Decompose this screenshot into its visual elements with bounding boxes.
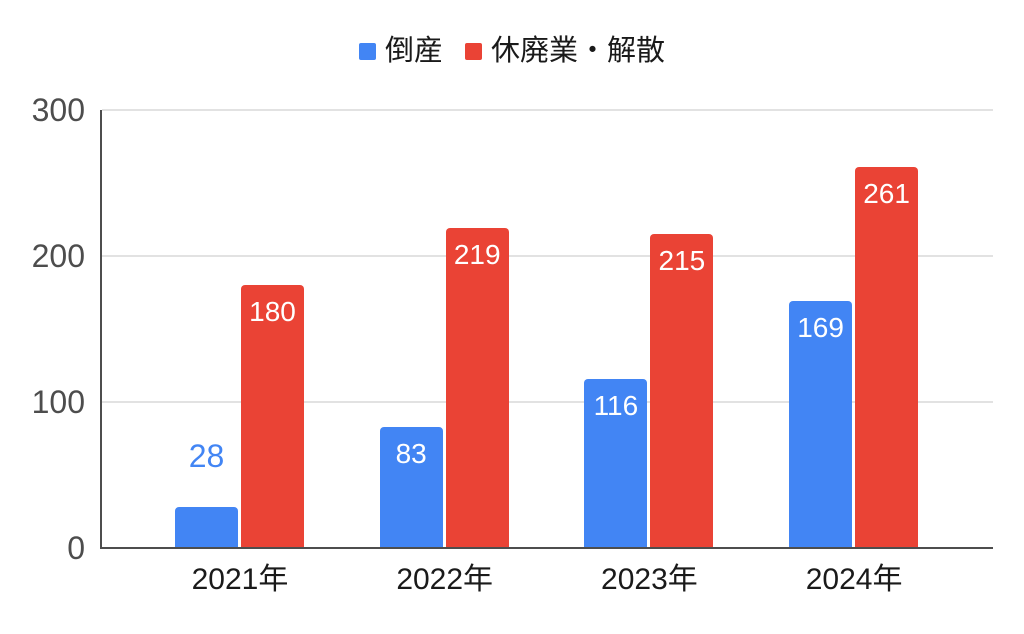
value-label-inside: 261 (863, 177, 910, 209)
gridline-200 (102, 255, 993, 257)
legend-label-tousan: 倒産 (384, 35, 443, 67)
value-label-inside: 116 (593, 389, 639, 421)
bar-series-1-group-2: 83 (379, 426, 443, 548)
value-label-outside: 28 (188, 438, 225, 475)
bar-series-2-group-1: 180 (241, 285, 304, 548)
value-label-inside: 219 (453, 239, 501, 271)
plot-area: 28 180 83 219 116 215 169 261 (100, 109, 993, 549)
gridline-100 (102, 401, 993, 403)
value-label-inside: 215 (658, 245, 706, 277)
bar-group-1: 28 180 (175, 110, 305, 548)
bar-group-3: 116 215 (584, 110, 714, 548)
bar-series-2-group-3: 215 (650, 234, 714, 548)
bar-series-2-group-2: 219 (445, 228, 509, 548)
legend-item-kyuhaigyo-kaisan: 休廃業・解散 (465, 30, 665, 72)
bar-group-4: 169 261 (789, 110, 919, 548)
x-axis-labels: 2021年 2022年 2023年 2024年 (102, 560, 993, 604)
legend-item-tousan: 倒産 (358, 30, 443, 72)
legend-label-kyuhaigyo-kaisan: 休廃業・解散 (491, 35, 666, 67)
x-axis-line (100, 547, 993, 549)
gridline-300 (102, 109, 993, 111)
y-tick-label-100: 100 (31, 384, 85, 420)
y-tick-label-300: 300 (31, 92, 85, 128)
y-axis-labels: 0 100 200 300 (0, 92, 85, 566)
value-label-inside: 169 (797, 312, 844, 344)
bar-series-1-group-1 (175, 507, 238, 548)
bar-series-2-group-4: 261 (855, 166, 919, 548)
y-axis-line (100, 110, 102, 548)
bar-group-2: 83 219 (379, 110, 510, 548)
y-tick-label-200: 200 (31, 238, 85, 274)
y-tick-label-0: 0 (67, 530, 85, 566)
x-tick-label-3: 2023年 (601, 563, 698, 596)
legend-swatch-blue-icon (358, 42, 376, 60)
bar-series-1-group-3: 116 (584, 378, 648, 548)
bar-series-1-group-4: 169 (789, 301, 853, 548)
value-label-inside: 180 (249, 296, 296, 328)
chart-legend: 倒産 休廃業・解散 (0, 30, 1024, 72)
x-tick-label-4: 2024年 (805, 563, 903, 596)
legend-swatch-red-icon (465, 42, 482, 60)
x-tick-label-2: 2022年 (396, 563, 494, 596)
value-label-inside: 83 (395, 437, 427, 469)
x-tick-label-1: 2021年 (191, 563, 289, 596)
